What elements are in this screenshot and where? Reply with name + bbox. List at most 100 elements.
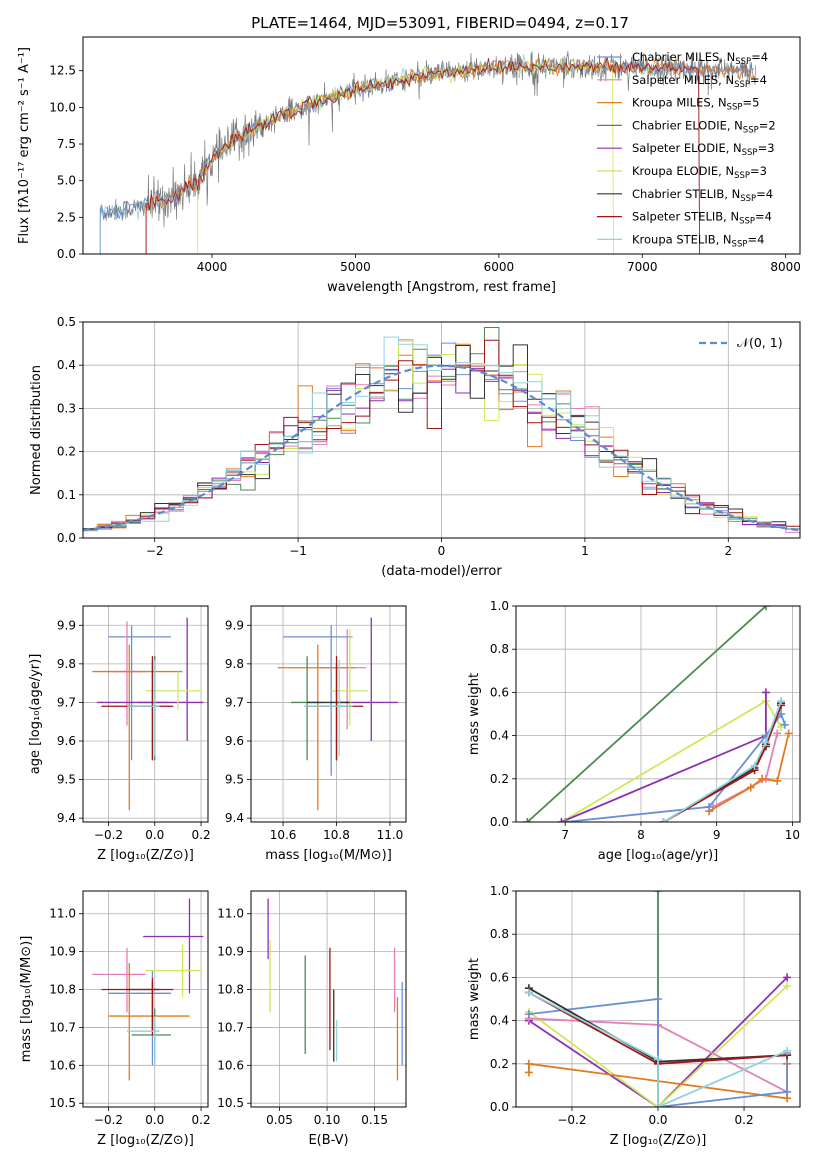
x-tick-label: 0.2 (192, 828, 211, 842)
axes-frame (82, 36, 801, 255)
y-tick-label: 0.1 (57, 488, 76, 502)
legend-label: Chabrier ELODIE, NSSP=2 (632, 118, 776, 135)
x-tick-label: 0.2 (735, 1113, 754, 1127)
weight-marker (783, 1046, 792, 1055)
legend-label: Chabrier MILES, NSSP=4 (632, 50, 768, 67)
weight-marker (777, 697, 786, 706)
y-tick-label: 11.0 (217, 907, 244, 921)
y-axis-label: Normed distribution (29, 365, 44, 495)
x-axis-label: Z [log₁₀(Z/Z⊙)] (97, 848, 194, 863)
y-tick-label: 10.6 (49, 1058, 76, 1072)
weight-line (561, 692, 767, 822)
legend-label: Salpeter ELODIE, NSSP=3 (632, 141, 775, 158)
plot-area (267, 898, 403, 1081)
weight-marker (659, 818, 668, 822)
y-tick-label: 0.2 (490, 772, 509, 786)
weight-line (528, 976, 788, 1107)
y-tick-label: 9.6 (225, 734, 244, 748)
weight-marker (761, 738, 770, 747)
x-tick-label: 0 (438, 544, 446, 558)
x-tick-label: 5000 (340, 260, 371, 274)
y-tick-label: 0.4 (490, 729, 509, 743)
legend: 𝒩(0, 1) (699, 335, 783, 350)
weight-line (528, 997, 788, 1107)
y-axis-label: Flux [fλ10⁻¹⁷ erg cm⁻² s⁻¹ A⁻¹] (17, 47, 32, 244)
y-tick-label: 10.9 (49, 945, 76, 959)
y-tick-label: 9.8 (57, 657, 76, 671)
y-tick-label: 0.8 (490, 927, 509, 941)
x-tick-label: −1 (289, 544, 307, 558)
y-axis-label: mass weight (467, 958, 482, 1040)
x-tick-label: 1 (581, 544, 589, 558)
weight-line (528, 985, 788, 1107)
x-tick-label: 9 (713, 828, 721, 842)
panel-mass-age: 10.6 10.8 11.0 9.4 9.5 9.6 9.7 9.8 9.9 mass [log₁… (225, 605, 407, 863)
x-tick-label: 4000 (197, 260, 228, 274)
weight-marker (654, 1055, 662, 1064)
x-tick-label: 11.0 (377, 828, 404, 842)
x-tick-label: 8 (637, 828, 645, 842)
axes-frame (82, 605, 209, 823)
panel-z-mass: −0.2 0.0 0.2 10.5 10.6 10.7 10.8 10.9 11.0 Z [log… (19, 890, 211, 1148)
legend-label: Kroupa ELODIE, NSSP=3 (632, 164, 767, 181)
y-tick-label: 9.4 (57, 811, 76, 825)
x-tick-label: 0.0 (145, 1113, 164, 1127)
x-tick-label: 0.05 (266, 1113, 293, 1127)
y-tick-label: 10.0 (49, 100, 76, 114)
weight-marker (524, 1068, 533, 1077)
legend-label: Salpeter STELIB, NSSP=4 (632, 210, 772, 227)
weight-line (526, 606, 767, 822)
y-tick-label: 9.8 (225, 657, 244, 671)
y-tick-label: 1.0 (490, 599, 509, 613)
residual-histogram (83, 336, 800, 532)
y-tick-label: 9.7 (57, 695, 76, 709)
weight-marker (746, 783, 755, 792)
x-axis-label: E(B-V) (308, 1133, 348, 1148)
weight-marker (784, 729, 793, 738)
weight-marker (524, 1010, 533, 1019)
model-spectrum (145, 56, 701, 254)
x-tick-label: 0.15 (361, 1113, 388, 1127)
x-tick-label: 10.6 (270, 828, 297, 842)
y-tick-label: 10.7 (49, 1020, 76, 1034)
panel-ebv-mass: 0.05 0.10 0.15 10.5 10.6 10.7 10.8 10.9 11.0 E(B-… (217, 890, 407, 1148)
y-axis-label: mass [log₁₀(M/M⊙)] (19, 936, 34, 1063)
legend-label: Kroupa MILES, NSSP=5 (632, 96, 759, 113)
panels: 4000 5000 6000 7000 80000.02.55.07.510.012.5… (17, 36, 801, 1148)
residual-histogram (83, 339, 800, 531)
weight-marker (783, 982, 792, 991)
y-tick-label: 9.9 (57, 618, 76, 632)
legend-label: 𝒩(0, 1) (737, 335, 783, 350)
x-tick-label: 2 (724, 544, 732, 558)
model-spectrum (99, 58, 755, 254)
y-tick-label: 2.5 (57, 210, 76, 224)
y-tick-label: 10.9 (217, 945, 244, 959)
legend-label: Kroupa STELIB, NSSP=4 (632, 232, 764, 249)
weight-marker (773, 776, 782, 785)
x-axis-label: Z [log₁₀(Z/Z⊙)] (610, 1133, 707, 1148)
x-axis-label: (data-model)/error (381, 564, 502, 579)
legend: Chabrier MILES, NSSP=4 Salpeter MILES, NS… (597, 50, 776, 249)
x-tick-label: 7 (561, 828, 569, 842)
y-tick-label: 0.2 (57, 445, 76, 459)
weight-marker (750, 761, 759, 770)
panel-residuals: −2 −1 0 1 2 0.0 0.1 0.2 0.3 0.4 0.5 (data-model)/er… (29, 315, 801, 579)
y-tick-label: 0.8 (490, 642, 509, 656)
weight-marker (654, 891, 662, 895)
plot-area (83, 327, 800, 533)
y-tick-label: 9.7 (225, 695, 244, 709)
x-tick-label: 0.10 (314, 1113, 341, 1127)
y-tick-label: 9.5 (57, 773, 76, 787)
weight-marker (761, 606, 770, 610)
plot-area (277, 617, 398, 811)
axes-frame (82, 890, 209, 1108)
weight-line (663, 700, 782, 822)
weight-marker (758, 774, 767, 783)
axes-frame (250, 890, 407, 1108)
y-tick-label: 0.5 (57, 315, 76, 329)
axes-frame (515, 890, 801, 1108)
plot-area (523, 606, 793, 822)
legend-label: Salpeter MILES, NSSP=4 (632, 73, 767, 90)
y-tick-label: 0.0 (490, 815, 509, 829)
